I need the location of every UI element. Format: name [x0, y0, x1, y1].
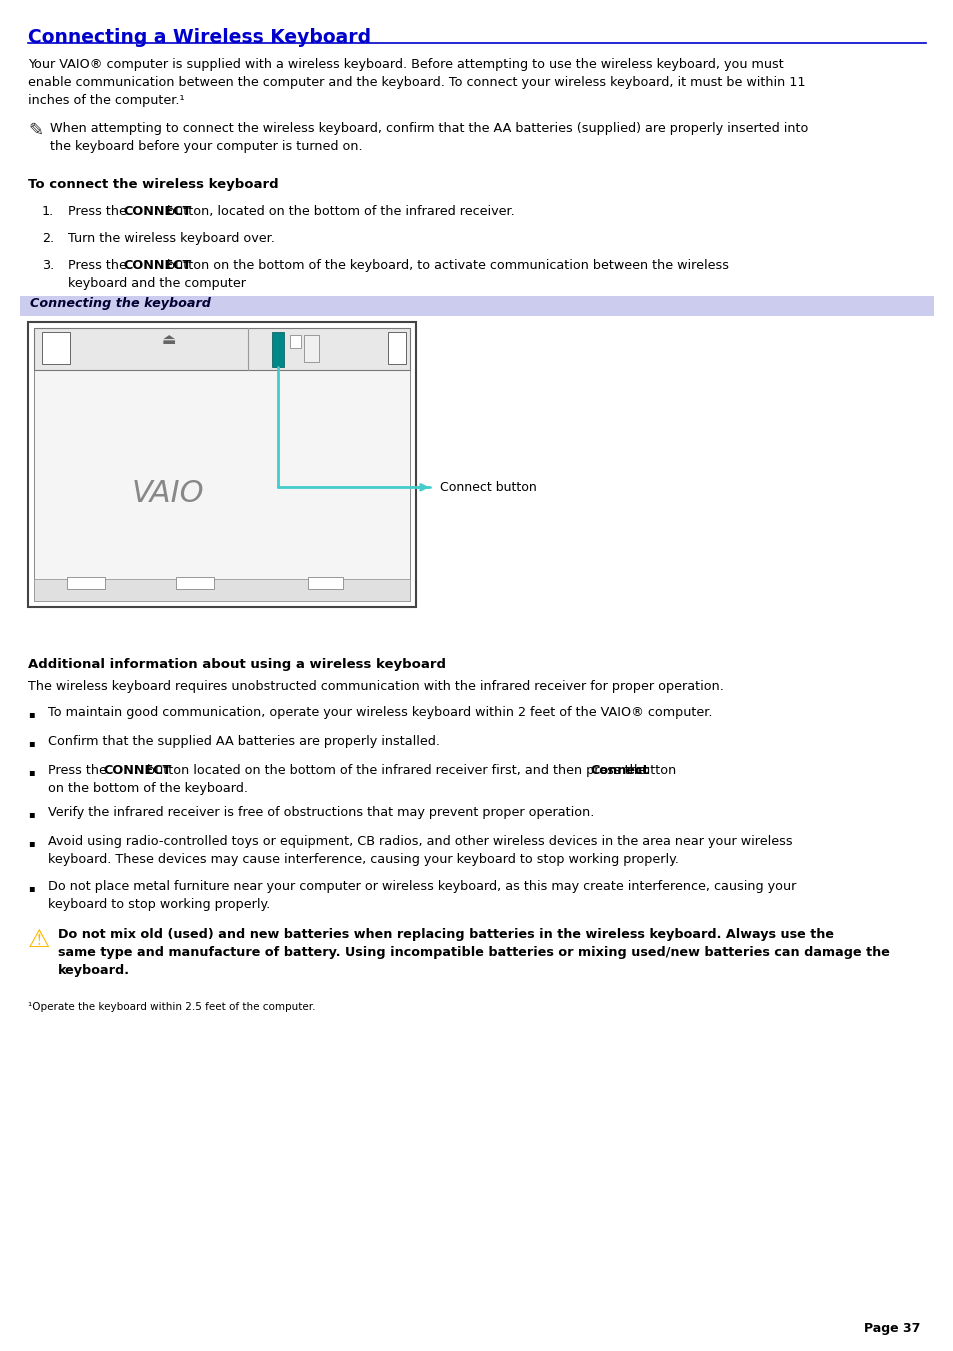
Bar: [290, 335, 301, 349]
Text: enable communication between the computer and the keyboard. To connect your wire: enable communication between the compute…: [28, 76, 804, 89]
Text: Additional information about using a wireless keyboard: Additional information about using a wir…: [28, 658, 446, 671]
Bar: [175, 577, 213, 589]
Text: Connect: Connect: [590, 765, 648, 777]
Text: same type and manufacture of battery. Using incompatible batteries or mixing use: same type and manufacture of battery. Us…: [58, 946, 889, 959]
Text: keyboard to stop working properly.: keyboard to stop working properly.: [48, 898, 270, 911]
Text: Confirm that the supplied AA batteries are properly installed.: Confirm that the supplied AA batteries a…: [48, 735, 439, 748]
Text: Page 37: Page 37: [862, 1323, 919, 1335]
Text: Connect button: Connect button: [439, 481, 537, 494]
Text: inches of the computer.¹: inches of the computer.¹: [28, 95, 185, 107]
Text: ⚠: ⚠: [28, 928, 51, 952]
Text: Do not mix old (used) and new batteries when replacing batteries in the wireless: Do not mix old (used) and new batteries …: [58, 928, 833, 942]
Bar: [304, 335, 318, 362]
Text: ¹Operate the keyboard within 2.5 feet of the computer.: ¹Operate the keyboard within 2.5 feet of…: [28, 1002, 315, 1012]
Text: button, located on the bottom of the infrared receiver.: button, located on the bottom of the inf…: [163, 205, 515, 218]
Text: Connecting a Wireless Keyboard: Connecting a Wireless Keyboard: [28, 28, 371, 47]
Bar: [272, 332, 284, 367]
Text: Press the: Press the: [48, 765, 111, 777]
Text: Press the: Press the: [68, 205, 131, 218]
Text: button on the bottom of the keyboard, to activate communication between the wire: button on the bottom of the keyboard, to…: [163, 259, 728, 272]
Bar: [308, 577, 343, 589]
Bar: [42, 332, 70, 363]
Bar: [34, 328, 410, 601]
Text: keyboard. These devices may cause interference, causing your keyboard to stop wo: keyboard. These devices may cause interf…: [48, 852, 679, 866]
Text: button: button: [630, 765, 676, 777]
Text: To maintain good communication, operate your wireless keyboard within 2 feet of : To maintain good communication, operate …: [48, 707, 712, 719]
Text: ▪: ▪: [28, 709, 34, 719]
Text: Press the: Press the: [68, 259, 131, 272]
Text: on the bottom of the keyboard.: on the bottom of the keyboard.: [48, 782, 248, 794]
Text: button located on the bottom of the infrared receiver first, and then press the: button located on the bottom of the infr…: [143, 765, 649, 777]
Text: the keyboard before your computer is turned on.: the keyboard before your computer is tur…: [50, 141, 362, 153]
Text: Verify the infrared receiver is free of obstructions that may prevent proper ope: Verify the infrared receiver is free of …: [48, 807, 594, 819]
Bar: [28, 322, 416, 607]
Text: 1.: 1.: [42, 205, 54, 218]
Bar: [20, 296, 933, 316]
Text: To connect the wireless keyboard: To connect the wireless keyboard: [28, 178, 278, 190]
Bar: [67, 577, 105, 589]
Text: When attempting to connect the wireless keyboard, confirm that the AA batteries : When attempting to connect the wireless …: [50, 122, 807, 135]
Text: ✎: ✎: [28, 122, 43, 141]
Text: keyboard and the computer: keyboard and the computer: [68, 277, 246, 290]
Text: Turn the wireless keyboard over.: Turn the wireless keyboard over.: [68, 232, 274, 245]
Text: 3.: 3.: [42, 259, 54, 272]
Text: ▪: ▪: [28, 767, 34, 777]
Text: CONNECT: CONNECT: [103, 765, 172, 777]
Text: ▪: ▪: [28, 838, 34, 848]
Text: Connecting the keyboard: Connecting the keyboard: [30, 297, 211, 309]
Text: Your VAIO® computer is supplied with a wireless keyboard. Before attempting to u: Your VAIO® computer is supplied with a w…: [28, 58, 783, 72]
Text: 2.: 2.: [42, 232, 54, 245]
Text: keyboard.: keyboard.: [58, 965, 130, 977]
Text: Do not place metal furniture near your computer or wireless keyboard, as this ma: Do not place metal furniture near your c…: [48, 880, 796, 893]
Text: CONNECT: CONNECT: [123, 259, 192, 272]
Text: ▪: ▪: [28, 738, 34, 748]
Text: ▪: ▪: [28, 809, 34, 819]
Bar: [34, 580, 410, 601]
Text: VAIO: VAIO: [132, 478, 204, 508]
Bar: [388, 332, 406, 363]
Text: ▪: ▪: [28, 884, 34, 893]
Bar: [34, 328, 410, 370]
Text: Avoid using radio-controlled toys or equipment, CB radios, and other wireless de: Avoid using radio-controlled toys or equ…: [48, 835, 792, 848]
Text: The wireless keyboard requires unobstructed communication with the infrared rece: The wireless keyboard requires unobstruc…: [28, 680, 723, 693]
Text: CONNECT: CONNECT: [123, 205, 192, 218]
Text: ⏏: ⏏: [162, 332, 176, 347]
